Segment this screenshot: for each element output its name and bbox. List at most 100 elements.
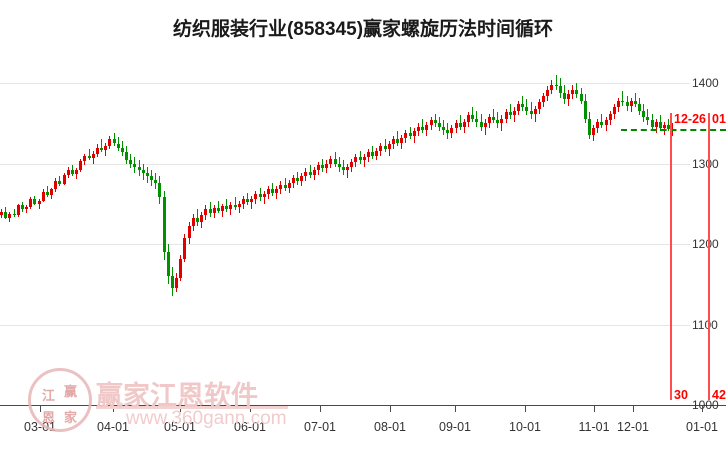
candlestick xyxy=(513,55,516,405)
candle-wick xyxy=(272,182,273,196)
candle-wick xyxy=(235,197,236,211)
candle-body xyxy=(430,120,433,125)
candle-body xyxy=(513,110,516,116)
candlestick xyxy=(609,55,612,405)
candlestick xyxy=(29,55,32,405)
candle-body xyxy=(71,170,74,175)
candle-body xyxy=(238,203,241,208)
candlestick xyxy=(146,55,149,405)
candle-body xyxy=(584,100,587,119)
candle-body xyxy=(304,171,307,177)
candle-wick xyxy=(114,133,115,146)
candle-body xyxy=(100,147,103,150)
candle-wick xyxy=(310,165,311,179)
candle-body xyxy=(83,156,86,162)
candle-wick xyxy=(535,105,536,122)
candlestick xyxy=(279,55,282,405)
gridline xyxy=(0,244,690,246)
candlestick xyxy=(229,55,232,405)
candle-wick xyxy=(322,158,323,172)
candlestick xyxy=(50,55,53,405)
candlestick xyxy=(88,55,91,405)
candle-wick xyxy=(497,112,498,129)
cycle-line-42-date-label: 01 xyxy=(712,112,726,126)
candlestick xyxy=(430,55,433,405)
candlestick xyxy=(613,55,616,405)
candlestick xyxy=(350,55,353,405)
plot-area[interactable] xyxy=(0,55,690,405)
candle-body xyxy=(509,112,512,116)
candle-wick xyxy=(435,113,436,127)
candle-body xyxy=(592,128,595,135)
candle-wick xyxy=(347,163,348,179)
y-axis-tick-label: 1200 xyxy=(692,237,719,252)
candle-body xyxy=(292,178,295,183)
candle-body xyxy=(113,139,116,144)
x-axis-tick-label: 01-01 xyxy=(686,420,718,434)
candle-body xyxy=(492,116,495,121)
candlestick xyxy=(388,55,391,405)
candle-body xyxy=(92,153,95,158)
candlestick xyxy=(342,55,345,405)
x-axis-tick-label: 05-01 xyxy=(164,420,196,434)
candle-body xyxy=(600,121,603,125)
candlestick xyxy=(104,55,107,405)
x-axis-tick-mark xyxy=(250,406,251,412)
gridline xyxy=(0,83,690,85)
x-axis-tick-label: 10-01 xyxy=(509,420,541,434)
candlestick xyxy=(304,55,307,405)
candle-body xyxy=(338,163,341,167)
candlestick xyxy=(542,55,545,405)
candle-wick xyxy=(410,126,411,140)
candle-wick xyxy=(472,107,473,122)
candle-wick xyxy=(601,113,602,129)
candle-body xyxy=(225,206,228,210)
candlestick xyxy=(42,55,45,405)
candlestick xyxy=(67,55,70,405)
candle-body xyxy=(475,118,478,122)
candle-body xyxy=(542,96,545,103)
candle-wick xyxy=(260,187,261,201)
candle-body xyxy=(88,156,91,158)
candlestick xyxy=(83,55,86,405)
candle-body xyxy=(250,199,253,203)
candlestick xyxy=(138,55,141,405)
candle-body xyxy=(209,208,212,214)
candle-body xyxy=(175,277,178,288)
candle-body xyxy=(517,104,520,111)
candle-body xyxy=(234,204,237,208)
candlestick xyxy=(346,55,349,405)
candlestick xyxy=(421,55,424,405)
candle-wick xyxy=(522,96,523,111)
candlestick xyxy=(217,55,220,405)
candlestick xyxy=(630,55,633,405)
candle-body xyxy=(50,189,53,195)
candle-body xyxy=(121,147,124,152)
candlestick xyxy=(571,55,574,405)
candlestick xyxy=(71,55,74,405)
candlestick xyxy=(33,55,36,405)
candle-body xyxy=(4,211,7,218)
gridline xyxy=(0,163,690,165)
candle-body xyxy=(617,100,620,108)
candlestick xyxy=(4,55,7,405)
candle-body xyxy=(575,89,578,95)
candlestick xyxy=(296,55,299,405)
candle-wick xyxy=(251,195,252,209)
candle-body xyxy=(392,139,395,145)
candlestick xyxy=(75,55,78,405)
candlestick xyxy=(221,55,224,405)
candle-body xyxy=(450,128,453,134)
candle-body xyxy=(446,129,449,134)
candlestick xyxy=(92,55,95,405)
candle-body xyxy=(421,126,424,130)
candlestick xyxy=(8,55,11,405)
candlestick xyxy=(379,55,382,405)
candle-body xyxy=(459,123,462,127)
candlestick xyxy=(196,55,199,405)
candlestick xyxy=(300,55,303,405)
candlestick xyxy=(329,55,332,405)
candlestick xyxy=(563,55,566,405)
candle-wick xyxy=(622,91,623,106)
candle-wick xyxy=(101,139,102,153)
